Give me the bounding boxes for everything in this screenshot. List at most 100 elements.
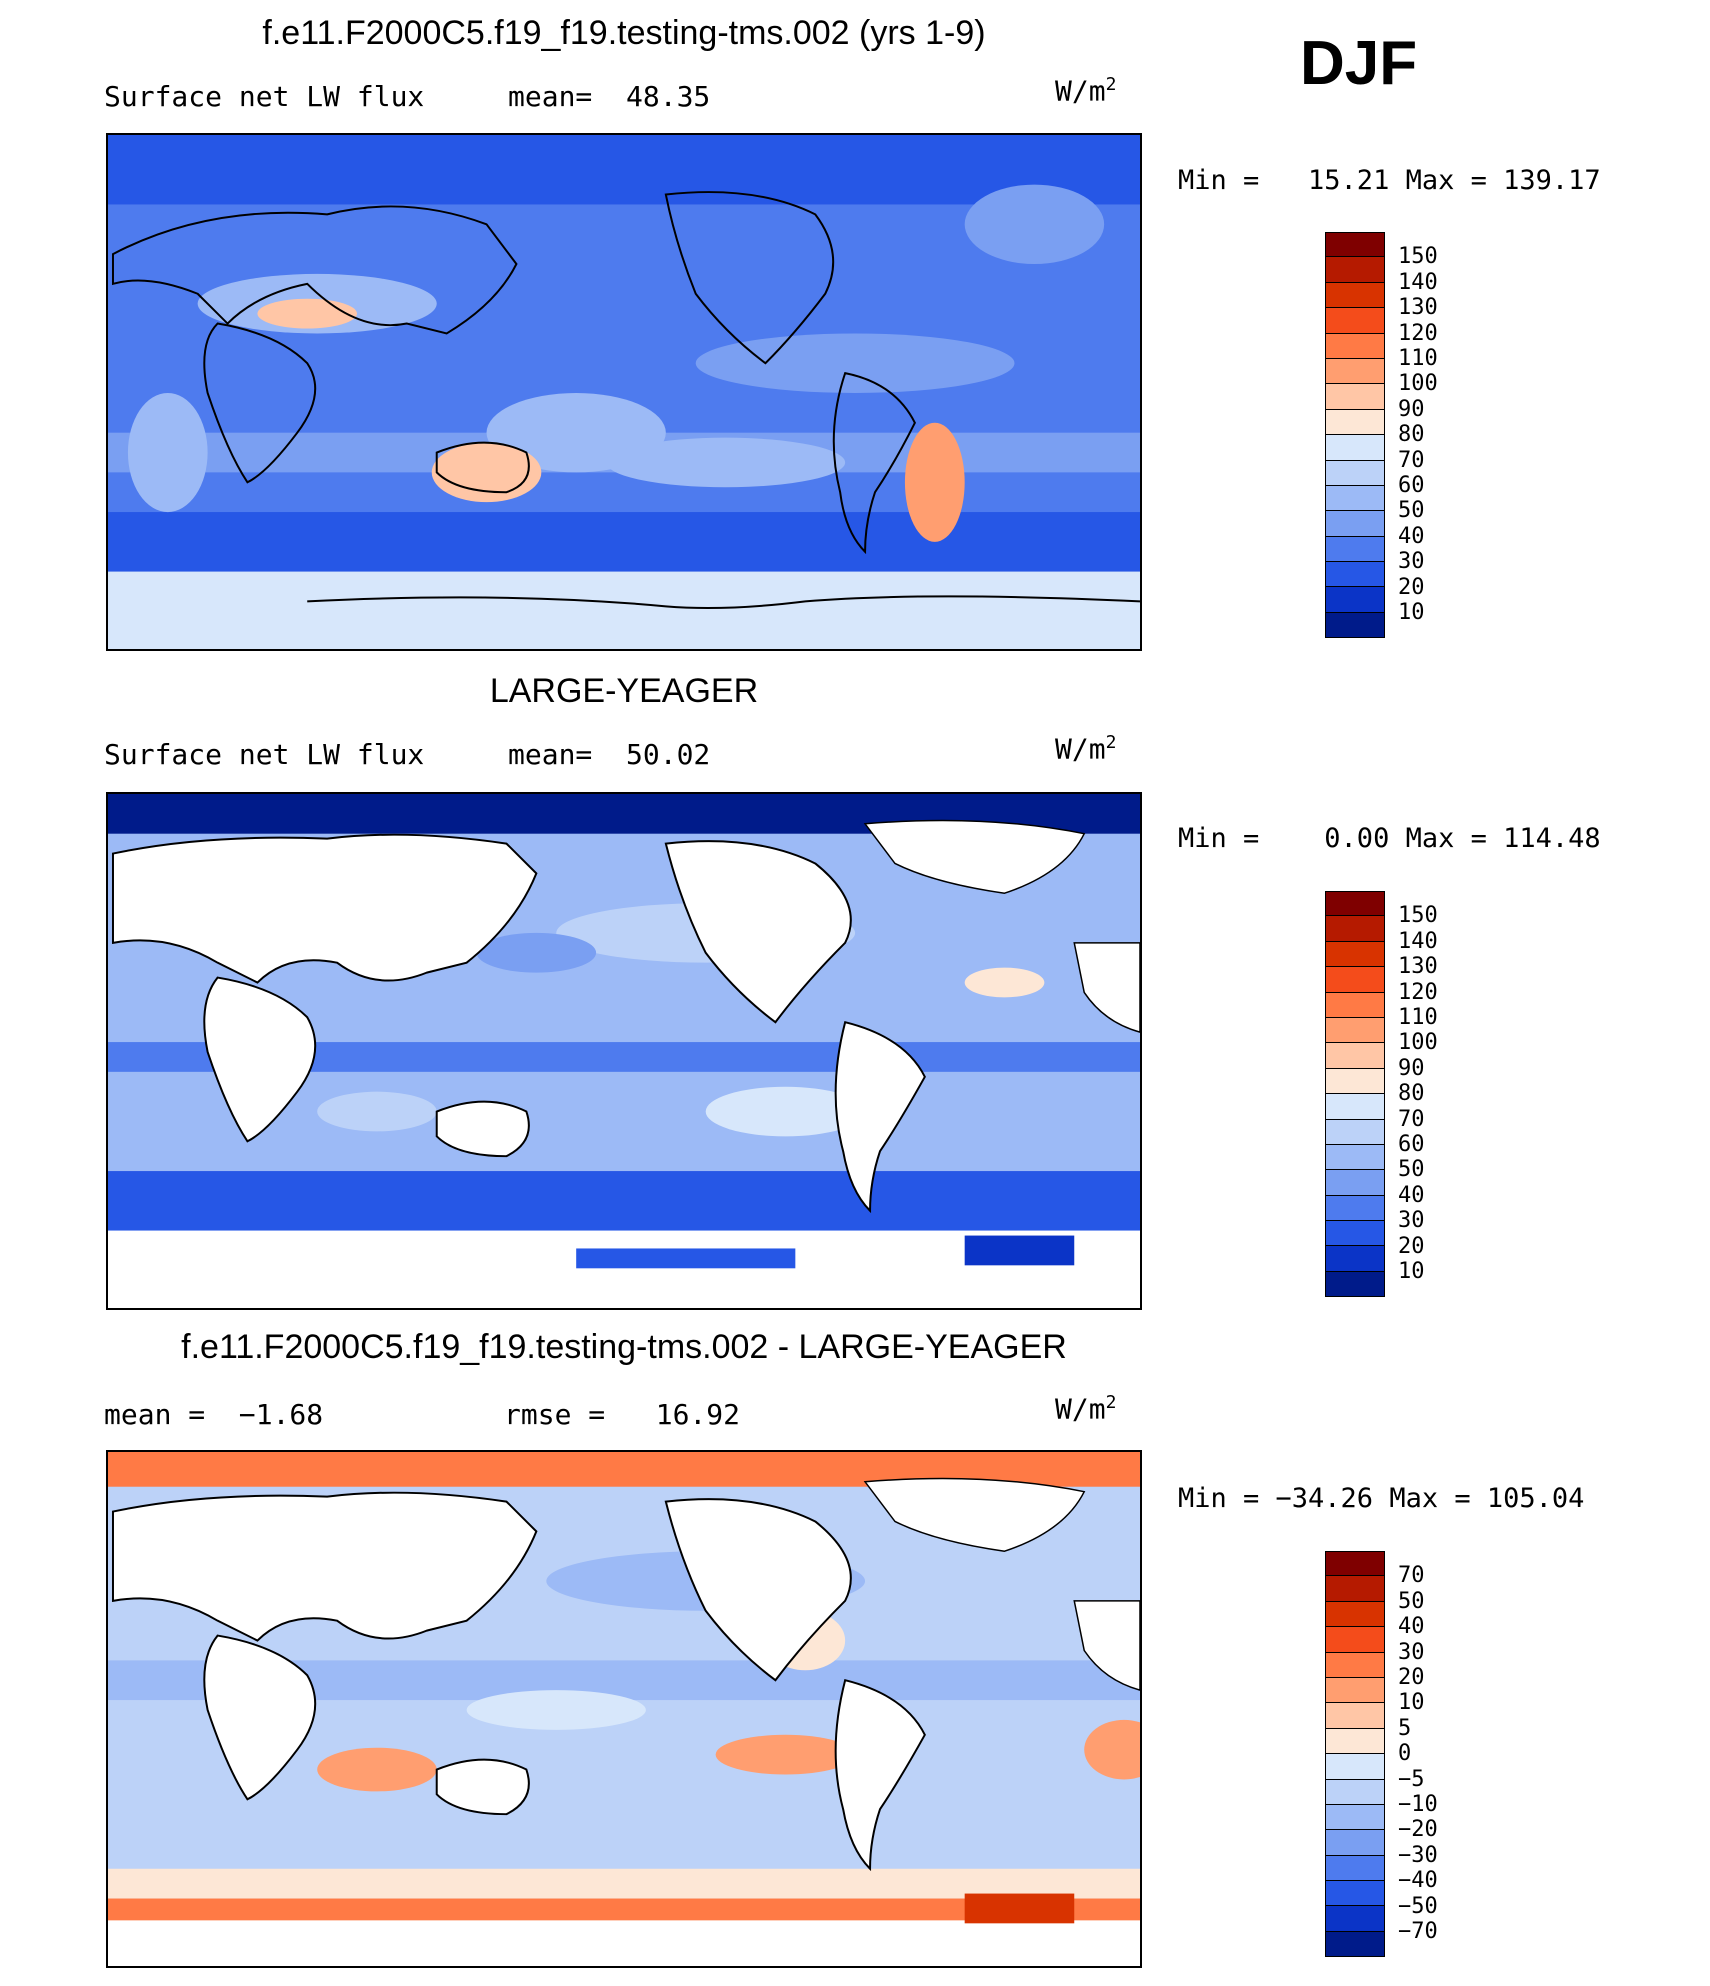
colorbar-label: −20 — [1398, 1817, 1438, 1843]
colorbar-segment — [1325, 1931, 1385, 1958]
colorbar-segment — [1325, 384, 1385, 410]
colorbar-label: 110 — [1398, 1005, 1438, 1030]
colorbar-segment — [1325, 1094, 1385, 1120]
colorbar-segment — [1325, 1221, 1385, 1247]
colorbar-segment — [1325, 562, 1385, 588]
colorbar-label: 40 — [1398, 1614, 1425, 1640]
colorbar-label: 30 — [1398, 549, 1425, 575]
colorbar-label: 40 — [1398, 523, 1425, 549]
colorbar-label: 100 — [1398, 371, 1438, 397]
colorbar-segment — [1325, 1043, 1385, 1069]
colorbar-label: 20 — [1398, 1665, 1425, 1690]
panel-1-map-svg — [108, 135, 1140, 649]
colorbar-segment — [1325, 1601, 1385, 1628]
panel-3-map-svg — [108, 1452, 1140, 1966]
colorbar-label: 120 — [1398, 320, 1438, 346]
panel-3-minmax: Min = −34.26 Max = 105.04 — [1178, 1483, 1585, 1514]
panel-3-title: f.e11.F2000C5.f19_f19.testing-tms.002 - … — [181, 1328, 1067, 1366]
colorbar-label: 60 — [1398, 473, 1425, 498]
colorbar-label: 5 — [1398, 1715, 1412, 1741]
colorbar-segment — [1325, 333, 1385, 359]
colorbar-label: 10 — [1398, 1259, 1425, 1284]
panel-1-colorbar — [1325, 232, 1385, 639]
panel-1-variable-label: Surface net LW flux — [104, 80, 425, 113]
colorbar-segment — [1325, 485, 1385, 512]
colorbar-segment — [1325, 612, 1385, 639]
panel-1-minmax: Min = 15.21 Max = 139.17 — [1178, 165, 1601, 196]
colorbar-label: 80 — [1398, 1081, 1425, 1107]
panel-3-mean-label: mean = −1.68 — [104, 1398, 324, 1431]
colorbar-label: 20 — [1398, 1233, 1425, 1259]
colorbar-segment — [1325, 1627, 1385, 1653]
colorbar-label: 60 — [1398, 1132, 1425, 1157]
colorbar-segment — [1325, 1246, 1385, 1272]
colorbar-segment — [1325, 1652, 1385, 1678]
colorbar-label: −40 — [1398, 1868, 1438, 1894]
colorbar-segment — [1325, 587, 1385, 613]
colorbar-segment — [1325, 1728, 1385, 1755]
colorbar-segment — [1325, 358, 1385, 385]
colorbar-label: 20 — [1398, 574, 1425, 600]
panel-3-map — [106, 1450, 1142, 1968]
colorbar-segment — [1325, 1144, 1385, 1171]
colorbar-segment — [1325, 435, 1385, 461]
panel-2-mean-label: mean= 50.02 — [508, 738, 711, 771]
panel-2-map-svg — [108, 794, 1140, 1308]
colorbar-segment — [1325, 257, 1385, 283]
colorbar-label: 120 — [1398, 979, 1438, 1005]
panel-1-mean-label: mean= 48.35 — [508, 80, 711, 113]
colorbar-segment — [1325, 1703, 1385, 1729]
colorbar-segment — [1325, 1906, 1385, 1932]
colorbar-label: 10 — [1398, 600, 1425, 625]
colorbar-segment — [1325, 1271, 1385, 1298]
colorbar-segment — [1325, 916, 1385, 942]
colorbar-segment — [1325, 308, 1385, 334]
colorbar-label: −70 — [1398, 1919, 1438, 1944]
panel-1-map — [106, 133, 1142, 651]
colorbar-segment — [1325, 1551, 1385, 1577]
colorbar-label: 30 — [1398, 1208, 1425, 1234]
colorbar-label: 110 — [1398, 346, 1438, 371]
panel-3-units: W/m2 — [1055, 1392, 1117, 1426]
panel-1-title: f.e11.F2000C5.f19_f19.testing-tms.002 (y… — [262, 14, 986, 52]
colorbar-label: −10 — [1398, 1792, 1438, 1817]
colorbar-segment — [1325, 282, 1385, 309]
colorbar-segment — [1325, 967, 1385, 993]
colorbar-segment — [1325, 232, 1385, 258]
colorbar-segment — [1325, 1830, 1385, 1856]
colorbar-label: 90 — [1398, 396, 1425, 422]
colorbar-label: 140 — [1398, 928, 1438, 954]
panel-2-units: W/m2 — [1055, 732, 1117, 766]
colorbar-label: 130 — [1398, 954, 1438, 980]
colorbar-segment — [1325, 891, 1385, 917]
colorbar-segment — [1325, 1195, 1385, 1222]
colorbar-segment — [1325, 536, 1385, 563]
colorbar-segment — [1325, 1804, 1385, 1831]
colorbar-segment — [1325, 1170, 1385, 1196]
colorbar-label: 40 — [1398, 1182, 1425, 1208]
colorbar-segment — [1325, 992, 1385, 1018]
colorbar-segment — [1325, 1754, 1385, 1780]
colorbar-label: 90 — [1398, 1055, 1425, 1081]
colorbar-label: 150 — [1398, 903, 1438, 929]
colorbar-label: 50 — [1398, 1588, 1425, 1614]
colorbar-segment — [1325, 409, 1385, 436]
colorbar-label: 10 — [1398, 1690, 1425, 1716]
colorbar-label: 70 — [1398, 1106, 1425, 1132]
colorbar-label: 140 — [1398, 269, 1438, 295]
colorbar-segment — [1325, 1779, 1385, 1805]
colorbar-segment — [1325, 1017, 1385, 1044]
colorbar-label: 150 — [1398, 244, 1438, 270]
colorbar-label: 80 — [1398, 422, 1425, 448]
colorbar-label: 0 — [1398, 1741, 1412, 1767]
panel-2-title: LARGE-YEAGER — [489, 672, 759, 710]
season-label: DJF — [1300, 29, 1418, 98]
colorbar-label: 100 — [1398, 1030, 1438, 1056]
colorbar-label: 50 — [1398, 498, 1425, 524]
panel-2-map — [106, 792, 1142, 1310]
panel-2-variable-label: Surface net LW flux — [104, 738, 425, 771]
colorbar-segment — [1325, 1068, 1385, 1095]
colorbar-segment — [1325, 1855, 1385, 1882]
colorbar-segment — [1325, 1881, 1385, 1907]
colorbar-segment — [1325, 511, 1385, 537]
